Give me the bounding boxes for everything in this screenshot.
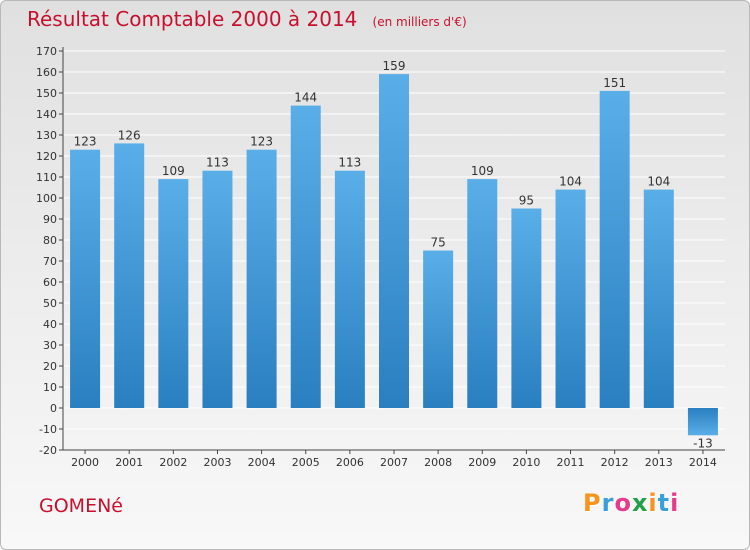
bar-2003	[202, 170, 233, 408]
y-tick-label: 80	[43, 234, 57, 247]
x-tick-label: 2011	[557, 456, 585, 469]
data-labels: 123 126 109 113 123 144 113 159 75 109 95 104 151 104…	[74, 59, 713, 450]
y-tick-label: 100	[36, 192, 57, 205]
x-tick-label: 2006	[336, 456, 364, 469]
bar-2010	[511, 208, 542, 408]
bar-2012	[599, 90, 630, 409]
data-label: 151	[603, 76, 626, 90]
data-label: 75	[430, 236, 445, 250]
data-label: 113	[338, 156, 361, 170]
data-label: 159	[383, 59, 406, 73]
data-label: 104	[647, 175, 670, 189]
bar-2002	[158, 179, 189, 408]
data-label: 144	[294, 91, 317, 105]
bar-2011	[555, 189, 586, 408]
y-tick-label: 50	[43, 297, 57, 310]
data-label: 126	[118, 128, 141, 142]
y-tick-label: 110	[36, 171, 57, 184]
y-tick-label: -10	[39, 423, 57, 436]
x-tick-label: 2014	[689, 456, 717, 469]
y-tick-label: -20	[39, 444, 57, 457]
x-tick-label: 2000	[71, 456, 99, 469]
logo-letter: t	[657, 489, 671, 517]
x-tick-label: 2013	[645, 456, 673, 469]
y-tick-label: 130	[36, 129, 57, 142]
logo-letter: o	[614, 489, 632, 517]
axes: -20 -10 0 10 20 30 40 50 60 70 80 90 100 110 120 130 140…	[36, 45, 725, 469]
commune-name: GOMENé	[39, 495, 123, 517]
y-tick-label: 160	[36, 66, 57, 79]
bar-2009	[467, 179, 498, 408]
data-label: 123	[250, 135, 273, 149]
bars	[70, 74, 718, 436]
bar-2007	[379, 74, 409, 408]
x-tick-label: 2009	[468, 456, 496, 469]
x-tick-label: 2005	[292, 456, 320, 469]
bar-2004	[246, 149, 277, 408]
y-tick-label: 140	[36, 108, 57, 121]
bar-2013	[643, 189, 674, 408]
y-tick-label: 120	[36, 150, 57, 163]
chart-unit-text: (en milliers d'€)	[372, 15, 467, 29]
y-tick-label: 30	[43, 339, 57, 352]
y-tick-label: 0	[50, 402, 57, 415]
data-label: 113	[206, 156, 229, 170]
logo-letter: i	[670, 489, 680, 517]
logo-letter: P	[583, 489, 602, 517]
bar-2014	[687, 408, 718, 436]
chart-title: Résultat Comptable 2000 à 2014 (en milli…	[27, 7, 467, 31]
logo-letter: x	[631, 489, 649, 517]
bar-2008	[423, 250, 454, 408]
data-label: 109	[471, 164, 494, 178]
bar-2005	[290, 105, 321, 408]
x-tick-label: 2002	[159, 456, 187, 469]
bar-2000	[70, 149, 101, 408]
y-tick-label: 10	[43, 381, 57, 394]
data-label: 95	[519, 194, 534, 208]
chart-title-text: Résultat Comptable 2000 à 2014	[27, 7, 358, 31]
y-tick-label: 70	[43, 255, 57, 268]
y-tick-label: 90	[43, 213, 57, 226]
logo-letter: r	[601, 489, 615, 517]
x-tick-label: 2001	[115, 456, 143, 469]
y-tick-label: 170	[36, 45, 57, 58]
x-tick-label: 2003	[203, 456, 231, 469]
y-tick-label: 60	[43, 276, 57, 289]
x-tick-label: 2004	[248, 456, 276, 469]
data-label: 109	[162, 164, 185, 178]
x-tick-label: 2012	[601, 456, 629, 469]
x-tick-label: 2010	[512, 456, 540, 469]
y-tick-label: 40	[43, 318, 57, 331]
proxiti-logo: Proxiti	[583, 489, 679, 517]
x-tick-label: 2007	[380, 456, 408, 469]
y-tick-label: 20	[43, 360, 57, 373]
data-label: 104	[559, 175, 582, 189]
data-label: -13	[693, 436, 713, 450]
bar-2001	[114, 143, 145, 408]
bar-2006	[334, 170, 365, 408]
y-tick-label: 150	[36, 87, 57, 100]
logo-letter: i	[648, 489, 658, 517]
x-tick-label: 2008	[424, 456, 452, 469]
data-label: 123	[74, 135, 97, 149]
